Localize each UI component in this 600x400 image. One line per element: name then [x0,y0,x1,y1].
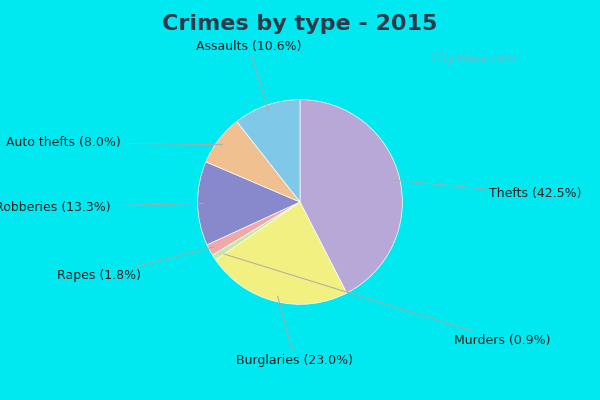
Text: Auto thefts (8.0%): Auto thefts (8.0%) [6,136,223,149]
Wedge shape [212,202,300,260]
Text: Assaults (10.6%): Assaults (10.6%) [196,40,302,110]
Text: Crimes by type - 2015: Crimes by type - 2015 [163,14,437,34]
Wedge shape [206,122,300,202]
Text: Murders (0.9%): Murders (0.9%) [224,254,550,347]
Text: Robberies (13.3%): Robberies (13.3%) [0,201,203,214]
Wedge shape [197,162,300,245]
Wedge shape [237,100,300,202]
Text: Rapes (1.8%): Rapes (1.8%) [58,247,214,282]
Wedge shape [207,202,300,255]
Text: Burglaries (23.0%): Burglaries (23.0%) [236,296,353,367]
Text: City-Data.com: City-Data.com [428,52,516,65]
Text: Thefts (42.5%): Thefts (42.5%) [394,180,582,200]
Wedge shape [300,100,403,293]
Wedge shape [215,202,347,304]
